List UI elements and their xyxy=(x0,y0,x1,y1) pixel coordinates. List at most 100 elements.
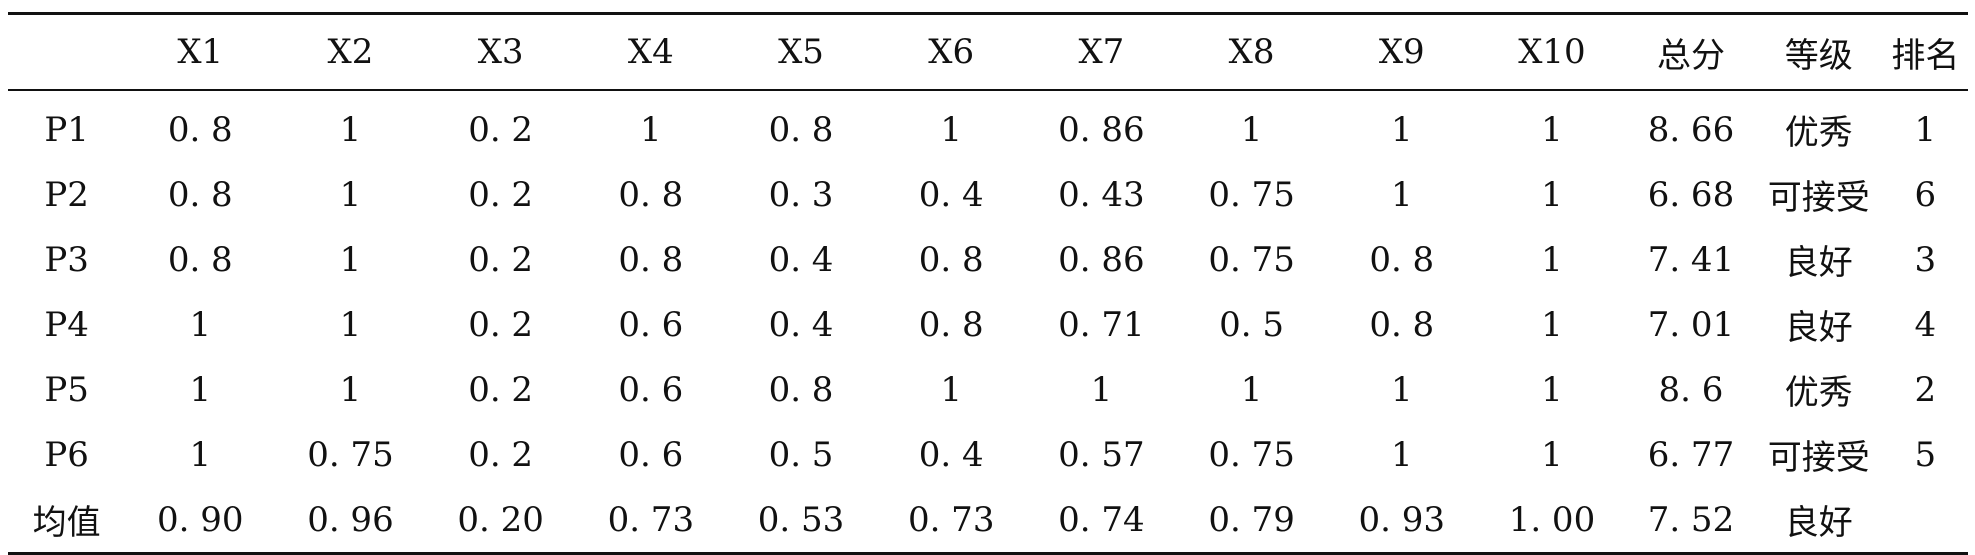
row-label-cell: P4 xyxy=(44,304,89,345)
table-cell: 6 xyxy=(1914,174,1937,215)
table-cell: 0. 2 xyxy=(468,369,534,410)
table-cell: 0. 6 xyxy=(618,434,684,475)
header-cell: X4 xyxy=(627,32,674,72)
table-cell: 0. 71 xyxy=(1058,304,1145,345)
table-cell: 8. 6 xyxy=(1658,369,1724,410)
row-label-cell: P5 xyxy=(44,369,89,410)
table-cell: 0. 2 xyxy=(468,109,534,150)
table-cell: 7. 52 xyxy=(1647,499,1735,540)
table-cell: 可接受 xyxy=(1767,438,1870,478)
table-cell: 1 xyxy=(940,109,963,150)
table-cell: 0. 8 xyxy=(167,109,233,150)
table-cell: 1. 00 xyxy=(1508,499,1596,540)
table-cell xyxy=(1883,487,1968,554)
table-cell: 0. 8 xyxy=(618,239,684,280)
table-cell: 可接受 xyxy=(1767,178,1870,218)
table-cell: 0. 79 xyxy=(1208,499,1295,540)
score-table-container: X1 X2 X3 X4 X5 X6 X7 X8 X9 X10 总分 等级 排名 P1 0. 8 1 0. 2 1… xyxy=(8,12,1968,555)
table-cell: 1 xyxy=(1390,174,1413,215)
table-cell: 1 xyxy=(339,369,362,410)
table-cell: 1 xyxy=(1541,434,1563,475)
table-cell: 0. 74 xyxy=(1058,499,1145,540)
table-cell: 0. 8 xyxy=(918,239,984,280)
table-row: P6 1 0. 75 0. 2 0. 6 0. 5 0. 4 0. 57 0. 75 1 1 6. 7… xyxy=(8,422,1968,487)
table-cell: 0. 43 xyxy=(1058,174,1145,215)
table-cell: 0. 8 xyxy=(618,174,684,215)
table-cell: 0. 75 xyxy=(1208,239,1295,280)
header-cell: X6 xyxy=(928,32,975,72)
header-cell: X9 xyxy=(1378,32,1425,72)
table-row: 均值 0. 90 0. 96 0. 20 0. 73 0. 53 0. 73 0. 74 0. … xyxy=(8,487,1968,554)
score-table: X1 X2 X3 X4 X5 X6 X7 X8 X9 X10 总分 等级 排名 P1 0. 8 1 0. 2 1… xyxy=(8,12,1968,555)
row-label-cell: P3 xyxy=(44,239,89,280)
table-cell: 1 xyxy=(1541,174,1563,215)
row-label-cell: P1 xyxy=(44,109,89,150)
header-cell: X2 xyxy=(327,32,374,72)
table-cell: 0. 6 xyxy=(618,369,684,410)
table-cell: 1 xyxy=(1914,109,1937,150)
table-cell: 良好 xyxy=(1784,308,1853,348)
table-cell: 0. 93 xyxy=(1358,499,1446,540)
table-cell: 2 xyxy=(1914,369,1937,410)
header-cell: 排名 xyxy=(1891,35,1960,76)
table-cell: 0. 75 xyxy=(1208,174,1295,215)
table-cell: 0. 75 xyxy=(307,434,394,475)
table-cell: 4 xyxy=(1914,304,1937,345)
header-cell-corner xyxy=(8,14,125,91)
table-cell: 0. 8 xyxy=(768,369,834,410)
table-row: P1 0. 8 1 0. 2 1 0. 8 1 0. 86 1 1 1 8. 66 优秀 1 xyxy=(8,90,1968,162)
table-cell: 良好 xyxy=(1784,503,1853,543)
table-row: P4 1 1 0. 2 0. 6 0. 4 0. 8 0. 71 0. 5 0. 8 1 7. 01 良… xyxy=(8,292,1968,357)
table-cell: 0. 73 xyxy=(607,499,695,540)
table-cell: 0. 3 xyxy=(768,174,834,215)
header-cell: X5 xyxy=(778,32,824,72)
table-cell: 3 xyxy=(1914,239,1937,280)
table-cell: 0. 8 xyxy=(1369,304,1435,345)
table-cell: 1 xyxy=(189,304,212,345)
table-cell: 1 xyxy=(1541,109,1563,150)
header-cell: X7 xyxy=(1078,32,1125,72)
table-cell: 0. 96 xyxy=(307,499,394,540)
table-cell: 1 xyxy=(940,369,963,410)
table-cell: 0. 5 xyxy=(768,434,834,475)
table-row: P2 0. 8 1 0. 2 0. 8 0. 3 0. 4 0. 43 0. 75 1 1 6. 68… xyxy=(8,162,1968,227)
table-cell: 7. 41 xyxy=(1647,239,1735,280)
header-cell: X1 xyxy=(177,32,224,72)
table-cell: 良好 xyxy=(1784,243,1853,283)
table-cell: 0. 6 xyxy=(618,304,684,345)
table-cell: 0. 4 xyxy=(918,174,984,215)
table-cell: 1 xyxy=(1541,369,1563,410)
header-cell: X3 xyxy=(477,32,524,72)
row-label-cell: P6 xyxy=(44,434,89,475)
table-row: P5 1 1 0. 2 0. 6 0. 8 1 1 1 1 1 8. 6 优秀 2 xyxy=(8,357,1968,422)
table-cell: 0. 53 xyxy=(757,499,845,540)
table-cell: 0. 90 xyxy=(157,499,244,540)
table-cell: 0. 2 xyxy=(468,239,534,280)
table-cell: 0. 57 xyxy=(1058,434,1145,475)
table-cell: 0. 2 xyxy=(468,174,534,215)
table-cell: 0. 8 xyxy=(1369,239,1435,280)
table-cell: 0. 2 xyxy=(468,434,534,475)
table-cell: 0. 73 xyxy=(907,499,995,540)
table-cell: 8. 66 xyxy=(1647,109,1735,150)
table-cell: 1 xyxy=(189,434,212,475)
table-cell: 0. 20 xyxy=(457,499,544,540)
table-cell: 0. 4 xyxy=(768,304,834,345)
row-label-cell: P2 xyxy=(44,174,89,215)
table-cell: 0. 75 xyxy=(1208,434,1295,475)
table-cell: 1 xyxy=(339,109,362,150)
table-header-row: X1 X2 X3 X4 X5 X6 X7 X8 X9 X10 总分 等级 排名 xyxy=(8,13,1968,91)
table-cell: 6. 77 xyxy=(1647,434,1735,475)
table-cell: 0. 86 xyxy=(1058,109,1145,150)
table-cell: 1 xyxy=(189,369,212,410)
table-cell: 0. 8 xyxy=(768,109,834,150)
table-cell: 0. 8 xyxy=(918,304,984,345)
header-cell: X10 xyxy=(1518,32,1586,72)
table-cell: 1 xyxy=(1390,434,1413,475)
table-cell: 0. 2 xyxy=(468,304,534,345)
header-cell: X8 xyxy=(1228,32,1275,72)
table-cell: 1 xyxy=(1390,109,1413,150)
table-cell: 1 xyxy=(1541,304,1563,345)
table-cell: 1 xyxy=(1090,369,1113,410)
